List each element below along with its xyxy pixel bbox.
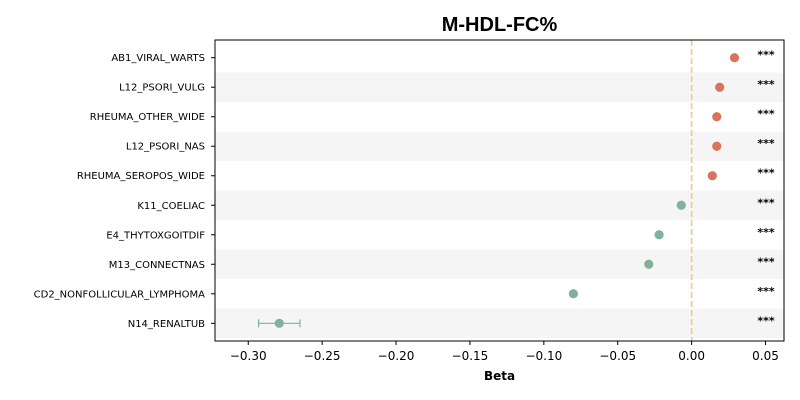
y-tick-marks [211, 57, 215, 324]
y-tick-label: L12_PSORI_VULG [119, 83, 205, 94]
x-tick-label: −0.15 [452, 349, 489, 363]
significance-label: *** [757, 285, 775, 298]
row-bands [215, 72, 784, 339]
y-tick-label: RHEUMA_SEROPOS_WIDE [77, 171, 205, 182]
x-tick-label: 0.00 [678, 349, 705, 363]
data-point [707, 171, 717, 181]
plot-frame [214, 39, 785, 342]
y-tick-label: CD2_NONFOLLICULAR_LYMPHOMA [34, 289, 206, 300]
data-point [712, 112, 722, 122]
data-point [676, 200, 686, 210]
y-tick-label: M13_CONNECTNAS [109, 260, 205, 271]
significance-label: *** [757, 78, 775, 91]
data-point [644, 259, 654, 269]
significance-labels: *** *** *** *** *** *** *** *** *** *** [757, 49, 775, 328]
data-point [715, 82, 725, 92]
row-band [215, 72, 784, 102]
row-band [215, 190, 784, 221]
row-band [215, 249, 784, 280]
significance-label: *** [757, 196, 775, 209]
y-tick-label: RHEUMA_OTHER_WIDE [90, 112, 205, 123]
data-points [257, 53, 740, 328]
significance-label: *** [757, 137, 775, 150]
x-tick-label: −0.05 [599, 349, 636, 363]
data-point [712, 141, 722, 151]
significance-label: *** [757, 255, 775, 268]
chart-title: M-HDL-FC% [442, 14, 558, 36]
data-point [729, 53, 740, 63]
x-tick-label: −0.20 [378, 349, 415, 363]
significance-label: *** [757, 226, 775, 239]
row-band [215, 308, 784, 339]
significance-label: *** [757, 108, 775, 121]
x-tick-label: 0.05 [752, 349, 779, 363]
x-tick-label: −0.30 [230, 349, 267, 363]
data-point [654, 230, 664, 240]
significance-label: *** [757, 49, 775, 62]
y-tick-label: AB1_VIRAL_WARTS [111, 53, 205, 64]
y-tick-label: E4_THYTOXGOITDIF [106, 230, 205, 241]
significance-label: *** [757, 167, 775, 180]
y-tick-labels: AB1_VIRAL_WARTS L12_PSORI_VULG RHEUMA_OTHE… [34, 53, 206, 330]
data-point [568, 289, 578, 299]
row-band [215, 131, 784, 161]
y-tick-label: L12_PSORI_NAS [126, 142, 205, 153]
x-axis-label: Beta [484, 369, 515, 383]
y-tick-label: K11_COELIAC [137, 201, 205, 212]
y-tick-label: N14_RENALTUB [128, 319, 205, 330]
significance-label: *** [757, 314, 775, 327]
x-axis: −0.30 −0.25 −0.20 −0.15 −0.10 −0.05 0.00 0.05 [230, 341, 779, 363]
x-tick-label: −0.10 [525, 349, 562, 363]
data-point [274, 318, 284, 328]
x-tick-label: −0.25 [304, 349, 341, 363]
